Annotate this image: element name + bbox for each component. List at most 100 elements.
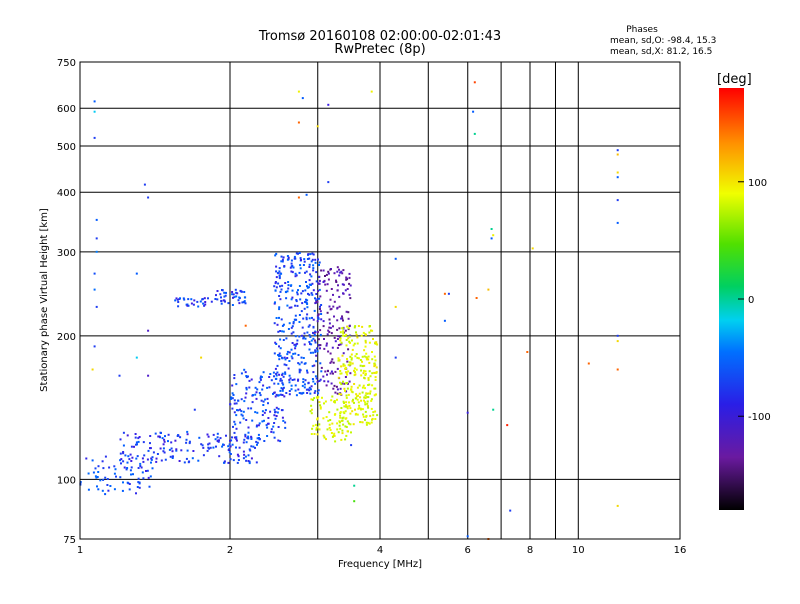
scatter-point <box>237 459 240 461</box>
scatter-point <box>310 404 313 407</box>
scatter-point <box>278 373 281 376</box>
scatter-point <box>331 435 334 438</box>
scatter-point <box>262 400 265 403</box>
scatter-point <box>273 408 276 411</box>
scatter-point <box>190 298 193 301</box>
scatter-point <box>279 377 282 380</box>
scatter-point <box>342 292 345 295</box>
scatter-point <box>375 366 378 369</box>
scatter-point <box>138 486 141 489</box>
scatter-point <box>231 443 234 446</box>
scatter-point <box>255 397 258 400</box>
scatter-point <box>300 292 303 295</box>
scatter-point <box>281 388 284 391</box>
scatter-point <box>371 329 374 332</box>
scatter-point <box>310 260 313 263</box>
scatter-point <box>234 423 237 426</box>
scatter-point <box>369 390 372 393</box>
scatter-point <box>348 361 351 364</box>
scatter-point <box>315 360 318 363</box>
scatter-point <box>122 481 124 484</box>
scatter-point <box>122 444 125 447</box>
scatter-point <box>363 399 365 402</box>
scatter-point <box>281 409 284 412</box>
scatter-point <box>312 371 315 374</box>
scatter-point <box>342 269 345 272</box>
scatter-point <box>193 299 196 302</box>
scatter-point <box>309 351 312 354</box>
scatter-point <box>338 424 341 427</box>
scatter-point <box>260 376 263 378</box>
scatter-point <box>324 400 327 403</box>
scatter-point <box>163 440 166 443</box>
scatter-point <box>223 461 225 464</box>
scatter-point <box>236 461 239 464</box>
scatter-point <box>237 399 240 402</box>
scatter-point <box>330 370 333 373</box>
scatter-point <box>292 266 295 269</box>
scatter-point <box>299 264 302 267</box>
scatter-point <box>278 345 280 348</box>
scatter-point <box>616 153 619 156</box>
scatter-point <box>361 408 364 411</box>
scatter-point <box>239 408 241 411</box>
scatter-point <box>275 415 278 417</box>
scatter-point <box>394 257 397 260</box>
scatter-point <box>316 320 319 323</box>
scatter-point <box>137 481 140 484</box>
scatter-point <box>298 314 301 316</box>
scatter-point <box>235 402 238 405</box>
scatter-point <box>136 486 139 488</box>
scatter-point <box>227 461 230 464</box>
scatter-point <box>363 369 365 372</box>
scatter-point <box>370 329 372 332</box>
scatter-point <box>345 434 348 437</box>
scatter-point <box>354 373 357 376</box>
scatter-point <box>291 264 294 267</box>
scatter-point <box>243 291 246 293</box>
scatter-point <box>300 361 303 364</box>
scatter-point <box>348 404 351 407</box>
scatter-point <box>308 324 311 327</box>
scatter-point <box>122 460 125 463</box>
scatter-point <box>275 276 278 279</box>
scatter-point <box>280 387 283 390</box>
scatter-point <box>366 396 369 399</box>
scatter-point <box>308 334 311 337</box>
scatter-point <box>293 318 296 321</box>
scatter-point <box>293 255 296 258</box>
scatter-point <box>333 413 336 416</box>
scatter-point <box>268 386 271 389</box>
scatter-point <box>273 422 276 424</box>
scatter-point <box>299 298 302 301</box>
scatter-point <box>303 307 306 310</box>
scatter-point <box>255 391 258 394</box>
scatter-point <box>237 299 240 302</box>
scatter-point <box>354 371 356 374</box>
scatter-point <box>331 422 334 425</box>
scatter-point <box>345 276 348 279</box>
scatter-point <box>288 378 291 381</box>
scatter-point <box>338 268 340 271</box>
scatter-point <box>244 435 247 438</box>
scatter-point <box>243 296 246 299</box>
scatter-point <box>616 171 619 174</box>
scatter-point <box>244 396 247 399</box>
scatter-point <box>346 360 349 363</box>
scatter-point <box>237 409 240 412</box>
scatter-point <box>308 279 311 282</box>
scatter-point <box>302 264 305 266</box>
scatter-point <box>447 292 450 295</box>
scatter-point <box>345 426 348 428</box>
scatter-point <box>258 422 261 425</box>
scatter-point <box>347 393 350 396</box>
scatter-point <box>94 467 97 470</box>
scatter-point <box>151 467 154 470</box>
scatter-point <box>208 447 211 450</box>
scatter-point <box>347 422 350 425</box>
y-tick-label: 200 <box>57 332 76 343</box>
scatter-point <box>244 371 247 374</box>
scatter-point <box>279 290 282 293</box>
scatter-point <box>290 384 293 387</box>
scatter-point <box>345 396 348 399</box>
